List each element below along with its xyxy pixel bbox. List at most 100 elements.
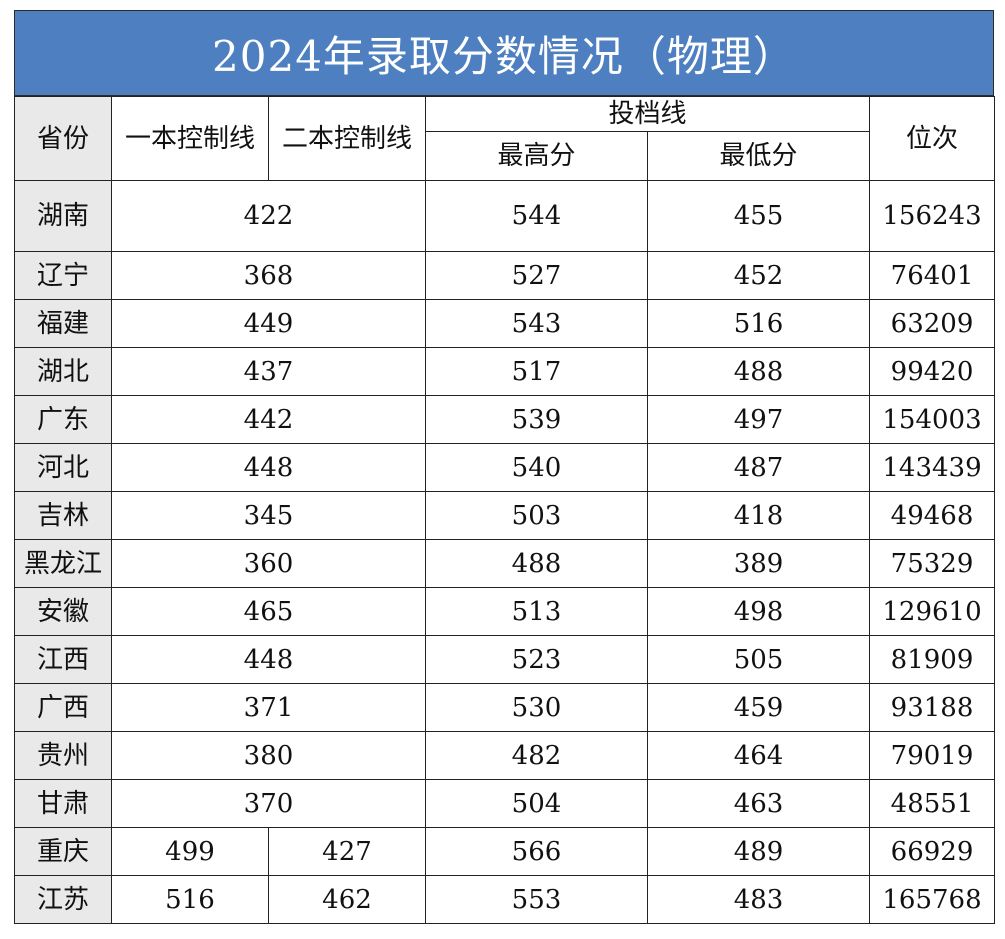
- rank-cell: 81909: [869, 635, 996, 684]
- rank-cell: 49468: [869, 491, 996, 540]
- province-cell: 湖南: [14, 180, 112, 252]
- header-first-tier-line: 一本控制线: [111, 96, 269, 181]
- highest-score-cell: 517: [425, 347, 648, 396]
- province-cell: 安徽: [14, 587, 112, 636]
- rank-cell: 66929: [869, 827, 996, 876]
- lowest-score-cell: 489: [646, 827, 871, 876]
- province-cell: 广东: [14, 395, 112, 444]
- table-row: 重庆 499 427 566 489 66929: [14, 827, 996, 876]
- rank-cell: 63209: [869, 299, 996, 348]
- table-row: 江苏 516 462 553 483 165768: [14, 875, 996, 924]
- first-tier-line-cell: 516: [111, 875, 269, 924]
- control-line-cell: 370: [111, 779, 426, 828]
- second-tier-line-cell: 427: [268, 827, 426, 876]
- lowest-score-cell: 516: [646, 299, 871, 348]
- lowest-score-cell: 464: [646, 731, 871, 780]
- highest-score-cell: 544: [425, 180, 648, 252]
- rank-cell: 165768: [869, 875, 996, 924]
- table-row: 黑龙江 360 488 389 75329: [14, 539, 996, 588]
- header-lowest-score: 最低分: [646, 131, 871, 181]
- highest-score-cell: 553: [425, 875, 648, 924]
- control-line-cell: 380: [111, 731, 426, 780]
- rank-cell: 75329: [869, 539, 996, 588]
- lowest-score-cell: 505: [646, 635, 871, 684]
- score-sheet: 2024年录取分数情况（物理） 省份 一本控制线 二本控制线 投档线 位次 最高…: [14, 10, 996, 924]
- province-cell: 湖北: [14, 347, 112, 396]
- control-line-cell: 368: [111, 251, 426, 300]
- province-cell: 福建: [14, 299, 112, 348]
- table-row: 湖北 437 517 488 99420: [14, 347, 996, 396]
- highest-score-cell: 566: [425, 827, 648, 876]
- lowest-score-cell: 483: [646, 875, 871, 924]
- highest-score-cell: 523: [425, 635, 648, 684]
- table-row: 广东 442 539 497 154003: [14, 395, 996, 444]
- highest-score-cell: 488: [425, 539, 648, 588]
- highest-score-cell: 540: [425, 443, 648, 492]
- header-second-tier-line: 二本控制线: [268, 96, 426, 181]
- lowest-score-cell: 459: [646, 683, 871, 732]
- lowest-score-cell: 418: [646, 491, 871, 540]
- province-cell: 广西: [14, 683, 112, 732]
- control-line-cell: 345: [111, 491, 426, 540]
- table-row: 江西 448 523 505 81909: [14, 635, 996, 684]
- lowest-score-cell: 463: [646, 779, 871, 828]
- rank-cell: 156243: [869, 180, 996, 252]
- lowest-score-cell: 455: [646, 180, 871, 252]
- highest-score-cell: 530: [425, 683, 648, 732]
- header-admission-line: 投档线: [424, 96, 871, 132]
- control-line-cell: 465: [111, 587, 426, 636]
- control-line-cell: 422: [111, 180, 426, 252]
- lowest-score-cell: 488: [646, 347, 871, 396]
- rank-cell: 129610: [869, 587, 996, 636]
- header-highest-score: 最高分: [425, 131, 648, 181]
- province-cell: 重庆: [14, 827, 112, 876]
- control-line-cell: 360: [111, 539, 426, 588]
- highest-score-cell: 539: [425, 395, 648, 444]
- rank-cell: 99420: [869, 347, 996, 396]
- lowest-score-cell: 487: [646, 443, 871, 492]
- highest-score-cell: 503: [425, 491, 648, 540]
- lowest-score-cell: 452: [646, 251, 871, 300]
- province-cell: 吉林: [14, 491, 112, 540]
- second-tier-line-cell: 462: [268, 875, 426, 924]
- control-line-cell: 437: [111, 347, 426, 396]
- rank-cell: 143439: [869, 443, 996, 492]
- table-row: 福建 449 543 516 63209: [14, 299, 996, 348]
- rank-cell: 48551: [869, 779, 996, 828]
- province-cell: 辽宁: [14, 251, 112, 300]
- control-line-cell: 442: [111, 395, 426, 444]
- province-cell: 黑龙江: [14, 539, 112, 588]
- control-line-cell: 448: [111, 635, 426, 684]
- lowest-score-cell: 498: [646, 587, 871, 636]
- table-row: 广西 371 530 459 93188: [14, 683, 996, 732]
- rank-cell: 154003: [869, 395, 996, 444]
- table-row: 吉林 345 503 418 49468: [14, 491, 996, 540]
- first-tier-line-cell: 499: [111, 827, 269, 876]
- province-cell: 甘肃: [14, 779, 112, 828]
- header-province: 省份: [14, 96, 112, 181]
- header-rank: 位次: [869, 96, 996, 181]
- lowest-score-cell: 389: [646, 539, 871, 588]
- province-cell: 江苏: [14, 875, 112, 924]
- table-row: 河北 448 540 487 143439: [14, 443, 996, 492]
- province-cell: 河北: [14, 443, 112, 492]
- rank-cell: 93188: [869, 683, 996, 732]
- rank-cell: 76401: [869, 251, 996, 300]
- rank-cell: 79019: [869, 731, 996, 780]
- table-row: 甘肃 370 504 463 48551: [14, 779, 996, 828]
- highest-score-cell: 543: [425, 299, 648, 348]
- score-table: 省份 一本控制线 二本控制线 投档线 位次 最高分 最低分 湖南 422 544 45…: [14, 96, 996, 924]
- control-line-cell: 448: [111, 443, 426, 492]
- sheet-title: 2024年录取分数情况（物理）: [14, 10, 994, 96]
- table-row: 安徽 465 513 498 129610: [14, 587, 996, 636]
- control-line-cell: 449: [111, 299, 426, 348]
- highest-score-cell: 513: [425, 587, 648, 636]
- highest-score-cell: 527: [425, 251, 648, 300]
- province-cell: 江西: [14, 635, 112, 684]
- control-line-cell: 371: [111, 683, 426, 732]
- table-row: 辽宁 368 527 452 76401: [14, 251, 996, 300]
- province-cell: 贵州: [14, 731, 112, 780]
- table-row: 贵州 380 482 464 79019: [14, 731, 996, 780]
- highest-score-cell: 482: [425, 731, 648, 780]
- table-row: 湖南 422 544 455 156243: [14, 180, 996, 252]
